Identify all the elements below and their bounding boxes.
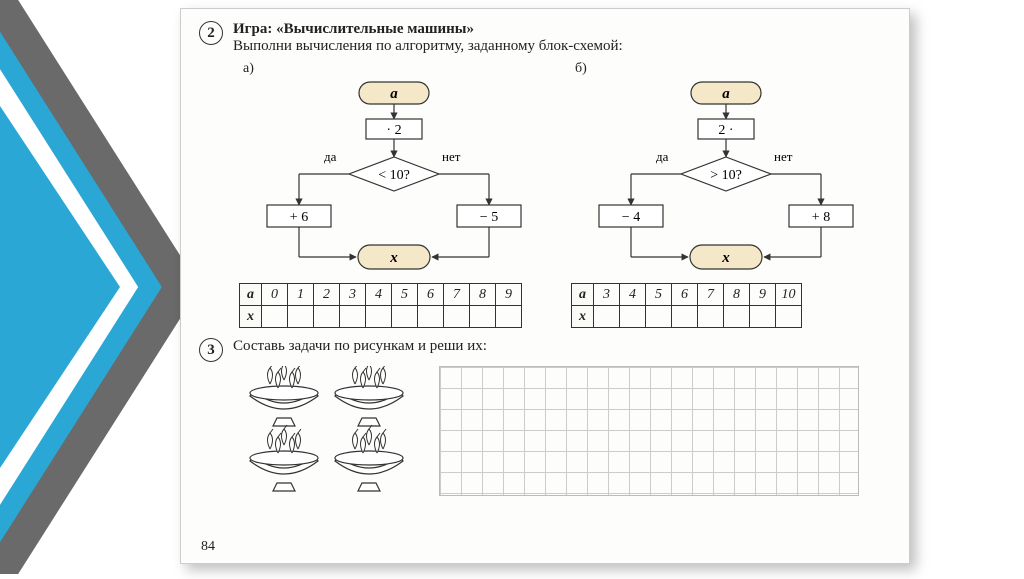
exercise-number-2: 2 — [199, 21, 223, 45]
svg-text:да: да — [656, 149, 669, 164]
svg-text:нет: нет — [774, 149, 793, 164]
svg-text:− 4: − 4 — [622, 210, 640, 225]
exercise-2-header: 2 Игра: «Вычислительные машины» Выполни … — [199, 21, 891, 55]
svg-text:− 5: − 5 — [480, 210, 498, 225]
flowcharts-row: а) a · 2 < 10? да нет + 6 − 5 x a012345678… — [239, 61, 891, 328]
exercise-2-subtitle: Выполни вычисления по алгоритму, заданно… — [233, 38, 623, 55]
svg-text:+ 6: + 6 — [290, 210, 308, 225]
svg-text:a: a — [390, 86, 398, 102]
exercise-3-header: 3 Составь задачи по рисункам и реши их: — [199, 338, 891, 362]
svg-text:· 2: · 2 — [386, 123, 401, 138]
part-a-label: а) — [239, 61, 549, 77]
exercise-2-title: Игра: «Вычислительные машины» — [233, 21, 474, 37]
answer-grid — [439, 366, 859, 496]
svg-text:< 10?: < 10? — [378, 168, 410, 183]
part-a: а) a · 2 < 10? да нет + 6 − 5 x a012345678… — [239, 61, 549, 328]
flowchart-b: a 2 · > 10? да нет − 4 + 8 x — [581, 79, 871, 279]
table-a: a0123456789x — [239, 283, 522, 328]
exercise-3-title: Составь задачи по рисункам и реши их: — [233, 338, 487, 355]
svg-text:+ 8: + 8 — [812, 210, 830, 225]
part-b: б) a 2 · > 10? да нет − 4 + 8 x a345678910… — [571, 61, 881, 328]
svg-text:a: a — [722, 86, 730, 102]
svg-text:да: да — [324, 149, 337, 164]
page-number: 84 — [201, 539, 215, 555]
svg-text:x: x — [389, 250, 398, 266]
exercise-number-3: 3 — [199, 338, 223, 362]
table-b: a345678910x — [571, 283, 802, 328]
slide-decoration — [0, 0, 200, 574]
svg-text:> 10?: > 10? — [710, 168, 742, 183]
fruit-bowls-image — [239, 366, 419, 501]
svg-text:нет: нет — [442, 149, 461, 164]
part-b-label: б) — [571, 61, 881, 77]
textbook-page: 2 Игра: «Вычислительные машины» Выполни … — [180, 8, 910, 564]
svg-text:2 ·: 2 · — [718, 123, 733, 138]
flowchart-a: a · 2 < 10? да нет + 6 − 5 x — [249, 79, 539, 279]
exercise-3-body — [239, 366, 891, 501]
svg-text:x: x — [721, 250, 730, 266]
